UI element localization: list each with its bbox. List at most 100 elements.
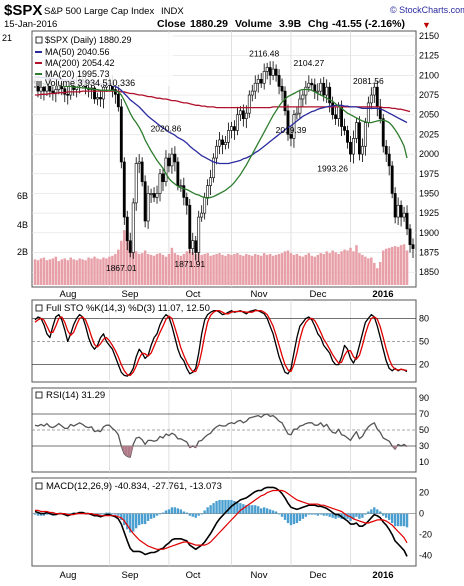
volume-bar [251, 255, 254, 285]
price-annotation: 2081.56 [353, 76, 384, 86]
quote-date: 15-Jan-2016 [4, 19, 57, 30]
volume-bar [325, 251, 328, 285]
price-bar-body [149, 193, 153, 195]
volume-bar [376, 268, 379, 285]
macd-histogram-bar [221, 499, 224, 514]
volume-bar [131, 249, 135, 285]
volume-label: Volume [235, 18, 272, 30]
volume-bar [334, 252, 337, 285]
volume-bar [176, 254, 180, 285]
volume-bar [402, 244, 406, 285]
volume-bar [367, 258, 370, 285]
macd-histogram-bar [164, 510, 168, 514]
stockcharts-brand[interactable]: © StockCharts.com [390, 5, 464, 15]
price-bar-body [328, 86, 332, 104]
index-name: S&P 500 Large Cap Index [44, 6, 154, 17]
macd-line [34, 486, 408, 557]
macd-histogram-bar [224, 499, 227, 514]
volume-bar [66, 260, 69, 285]
price-bar-body [238, 110, 242, 116]
stochastic-swatch [35, 304, 43, 312]
macd-histogram-bar [191, 513, 194, 517]
change-value: -41.55 (-2.16%) [332, 18, 405, 30]
macd-histogram-bar [182, 511, 186, 514]
price-bar-body [393, 193, 397, 218]
x-tick-label: Nov [251, 570, 268, 581]
macd-histogram-bar [343, 513, 346, 519]
volume-bar [254, 254, 257, 285]
volume-bar [123, 230, 126, 285]
macd-histogram-bar [99, 513, 102, 515]
macd-histogram-bar [179, 509, 183, 514]
volume-bar [384, 248, 388, 285]
y-tick-label: 2050 [419, 110, 439, 120]
price-bar-body [235, 114, 239, 131]
macd-histogram-bar [268, 509, 272, 514]
price-bar-body [146, 193, 150, 222]
volume-bar [381, 250, 385, 285]
price-bar-body [161, 173, 165, 182]
macd-histogram-bar [289, 513, 293, 526]
macd-histogram-bar [33, 513, 37, 515]
macd-histogram-bar [245, 505, 248, 514]
volume-bar [57, 261, 61, 285]
volume-bar [84, 260, 87, 285]
volume-bar [358, 253, 361, 285]
y-tick-label: 90 [419, 393, 429, 403]
price-bar-body [212, 157, 216, 179]
macd-histogram-bar [385, 513, 388, 518]
macd-histogram-bar [251, 505, 254, 514]
price-bar-body [343, 126, 346, 131]
indicator-lines [33, 309, 409, 557]
rsi-oversold-fill [392, 446, 396, 450]
price-bar-body [93, 87, 96, 100]
volume-bar [340, 251, 343, 285]
legend-ma20: MA(20) 1995.73 [45, 69, 110, 79]
price-bar-body [357, 122, 361, 155]
volume-bar [191, 252, 194, 285]
volume-bar [322, 254, 325, 285]
price-bar-body [244, 112, 248, 119]
rsi-oversold-fill [121, 446, 125, 454]
macd-histogram-bar [352, 513, 355, 519]
volume-bar [173, 253, 177, 285]
rsi-oversold-fill [404, 446, 408, 447]
volume-bar [393, 246, 397, 285]
volume-bar [364, 256, 367, 285]
macd-histogram-bar [367, 511, 370, 514]
macd-histogram-bar [286, 513, 290, 524]
volume-bar [93, 256, 96, 285]
volume-bar [78, 258, 81, 285]
macd-histogram-bar [126, 513, 129, 530]
y-tick-label: 30 [419, 441, 429, 451]
volume-bar [280, 253, 284, 285]
price-bar-body [215, 145, 218, 159]
macd-histogram-bar [379, 511, 382, 514]
volume-bar [87, 257, 90, 285]
macd-histogram-bar [132, 513, 135, 532]
volume-bar [170, 247, 174, 285]
price-bar-body [179, 185, 183, 187]
macd-histogram-bar [322, 513, 325, 516]
macd-histogram-bar [277, 513, 281, 515]
y-tick-label: 80 [419, 313, 429, 323]
legend-swatch-price [35, 36, 43, 44]
price-bar-body [411, 244, 415, 249]
macd-histogram-bar [209, 505, 212, 514]
volume-bar [355, 245, 358, 285]
macd-histogram-bar [295, 513, 299, 524]
price-bar-body [325, 86, 329, 96]
price-bar-body [194, 240, 198, 253]
price-bar-body [369, 94, 373, 104]
rsi-oversold-fill [195, 446, 199, 448]
price-bar-body [128, 240, 132, 253]
volume-bar [126, 233, 129, 285]
volume-bar [277, 254, 281, 285]
volume-bar [54, 256, 58, 285]
macd-histogram-bar [149, 513, 153, 519]
price-bar-body [256, 79, 260, 84]
price-bar-body [122, 161, 126, 218]
y-tick-label: 10 [419, 457, 429, 467]
price-bar-body [227, 130, 230, 143]
